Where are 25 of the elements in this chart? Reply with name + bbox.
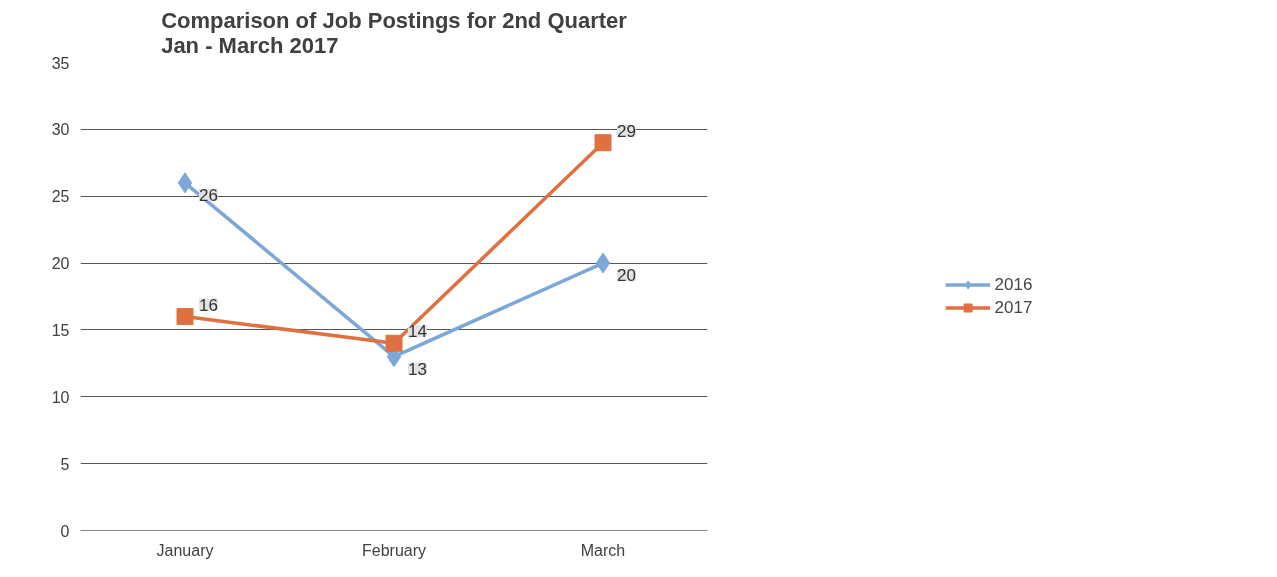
y-tick-label: 30 <box>51 121 70 139</box>
data-label: 26 <box>199 185 218 205</box>
y-tick-label: 5 <box>60 455 70 473</box>
chart-title: Comparison of Job Postings for 2nd Quarter Jan - March 2017 <box>161 7 628 58</box>
x-tick-label: January <box>156 541 214 559</box>
point <box>177 172 193 194</box>
data-label: 20 <box>617 266 636 286</box>
y-tick-label: 0 <box>60 522 70 540</box>
y-tick-label: 35 <box>51 54 70 72</box>
y-tick-label: 25 <box>51 188 70 206</box>
x-tick-label: February <box>361 541 427 559</box>
data-label: 16 <box>199 295 218 315</box>
data-label: 29 <box>617 121 636 141</box>
point <box>385 334 403 352</box>
data-label: 13 <box>408 359 427 379</box>
y-tick-label: 15 <box>51 321 70 339</box>
legend-label: 2017 <box>994 297 1033 318</box>
point <box>594 134 612 152</box>
point <box>595 252 611 274</box>
x-tick-label: March <box>580 541 626 559</box>
data-label: 14 <box>408 322 427 342</box>
legend-label: 2016 <box>994 274 1033 295</box>
point <box>176 308 194 326</box>
y-tick-label: 10 <box>51 388 70 406</box>
y-tick-label: 20 <box>51 255 70 273</box>
